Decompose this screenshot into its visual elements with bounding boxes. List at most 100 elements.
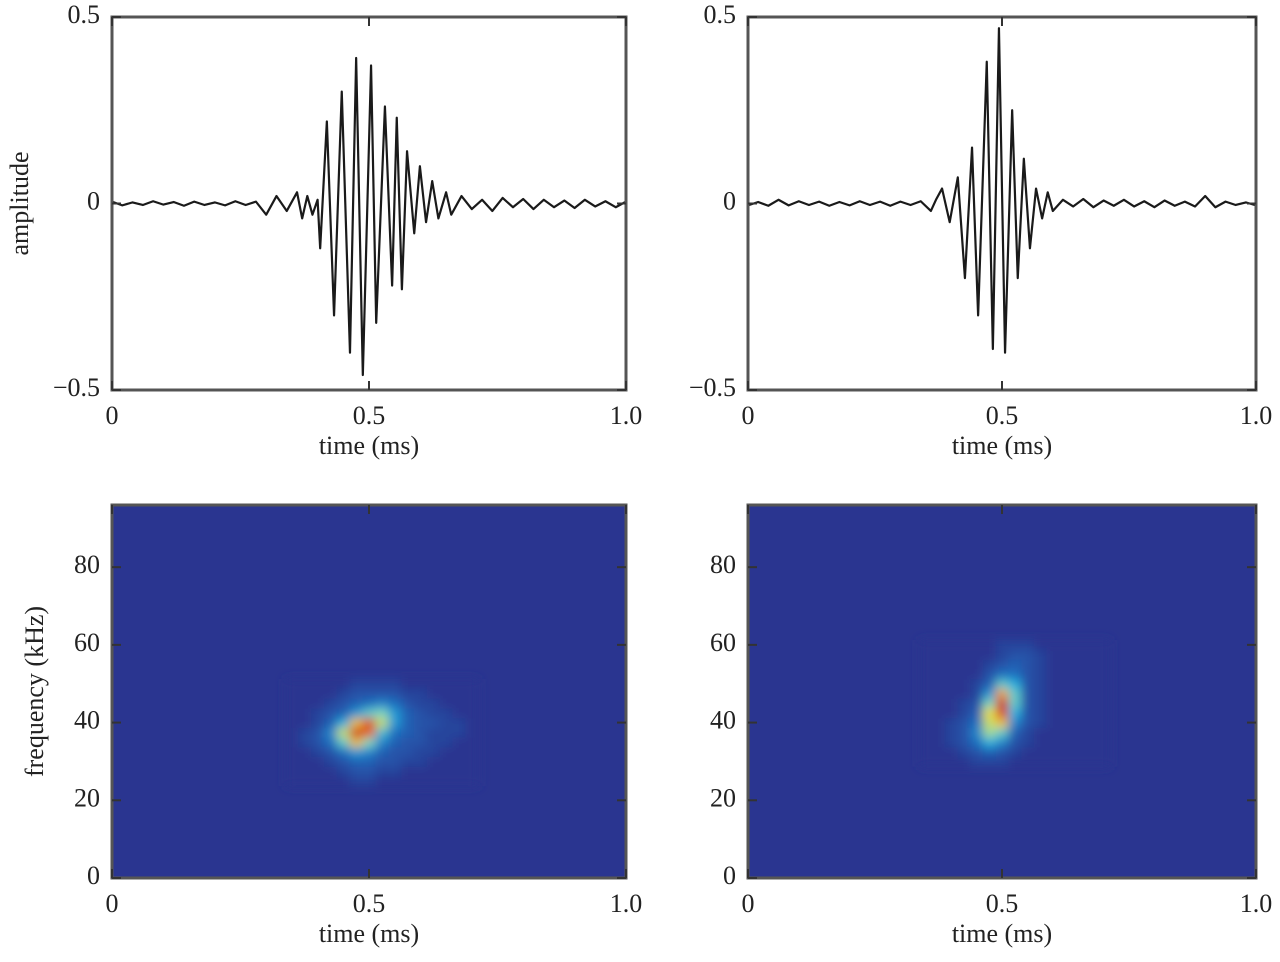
heatmap-cell xyxy=(919,698,933,709)
heatmap-cell xyxy=(919,688,933,699)
heatmap-cell xyxy=(1097,649,1111,660)
heatmap-cell xyxy=(1008,717,1022,728)
heatmap-cell xyxy=(982,717,997,728)
heatmap-cell xyxy=(336,698,351,709)
heatmap-cell xyxy=(1059,640,1073,651)
heatmap-cell xyxy=(1033,698,1047,709)
heatmap-cell xyxy=(1084,708,1098,719)
heatmap-cell xyxy=(311,746,325,758)
heatmap-cell xyxy=(1021,669,1035,680)
heatmap-cell xyxy=(1021,756,1035,767)
heatmap-cell xyxy=(388,727,402,738)
heatmap-cell xyxy=(362,746,376,758)
heatmap-cell xyxy=(1097,708,1111,719)
heatmap-cell xyxy=(995,698,1009,709)
heatmap-cell xyxy=(1084,688,1098,699)
heatmap-cell xyxy=(1084,678,1098,690)
heatmap-cell xyxy=(401,698,415,709)
heatmap-cell xyxy=(1097,678,1111,690)
heatmap-cell xyxy=(324,737,338,748)
heatmap-cell xyxy=(1071,727,1086,738)
heatmap-cell xyxy=(388,688,402,699)
heatmap-cell xyxy=(465,678,479,690)
heatmap-cell xyxy=(982,698,997,709)
heatmap-cell xyxy=(285,756,299,767)
heatmap-cell xyxy=(957,640,971,651)
heatmap-cell xyxy=(932,737,946,748)
heatmap-cell xyxy=(995,737,1009,748)
heatmap-cell xyxy=(995,678,1009,690)
heatmap-cell xyxy=(1046,649,1060,660)
heatmap-cell xyxy=(298,698,312,709)
heatmap-cell xyxy=(919,727,933,738)
heatmap-cell xyxy=(439,678,454,690)
heatmap-cell xyxy=(439,746,454,758)
heatmap-cell xyxy=(1021,659,1035,670)
x-tick-label: 0 xyxy=(106,889,119,918)
heatmap-cell xyxy=(311,678,325,690)
heatmap-cell xyxy=(1021,678,1035,690)
heatmap-cell xyxy=(336,737,351,748)
heatmap-cell xyxy=(1071,659,1086,670)
heatmap-cell xyxy=(1059,669,1073,680)
heatmap-cell xyxy=(336,776,351,787)
heatmap-cell xyxy=(1084,649,1098,660)
heatmap-cell xyxy=(413,688,428,699)
heatmap-cell xyxy=(426,737,441,748)
heatmap-cell xyxy=(388,737,402,748)
y-tick-label: 20 xyxy=(74,783,100,812)
heatmap-cell xyxy=(426,766,441,777)
heatmap-cell xyxy=(285,678,299,690)
heatmap-cell xyxy=(311,698,325,709)
heatmap-cell xyxy=(1008,727,1022,738)
heatmap-cell xyxy=(362,688,376,699)
heatmap-cell xyxy=(375,708,389,719)
heatmap-cell xyxy=(1033,659,1047,670)
heatmap-cell xyxy=(401,688,415,699)
heatmap-cell xyxy=(311,708,325,719)
heatmap-cell xyxy=(413,698,428,709)
y-tick-label: 0.5 xyxy=(68,0,101,29)
x-axis-label: time (ms) xyxy=(952,919,1052,948)
heatmap-cell xyxy=(375,698,389,709)
heatmap-cell xyxy=(1033,678,1047,690)
heatmap-cell xyxy=(1084,659,1098,670)
y-axis-label: frequency (kHz) xyxy=(20,606,49,777)
heatmap-cell xyxy=(375,737,389,748)
heatmap-cell xyxy=(970,640,984,651)
heatmap-cell xyxy=(919,640,933,651)
heatmap-cell xyxy=(1084,756,1098,767)
heatmap-cells xyxy=(919,640,1111,767)
y-tick-label: 80 xyxy=(74,550,100,579)
heatmap-cell xyxy=(401,776,415,787)
heatmap-cell xyxy=(465,708,479,719)
heatmap-cell xyxy=(982,756,997,767)
heatmap-cell xyxy=(970,708,984,719)
heatmap-cell xyxy=(1008,688,1022,699)
heatmap-cell xyxy=(1033,756,1047,767)
heatmap-cell xyxy=(919,659,933,670)
heatmap-cell xyxy=(1021,717,1035,728)
heatmap-cell xyxy=(1059,649,1073,660)
x-tick-label: 1.0 xyxy=(610,889,643,918)
heatmap-cell xyxy=(919,746,933,758)
heatmap-cell xyxy=(375,776,389,787)
heatmap-cell xyxy=(970,678,984,690)
y-tick-label: 0 xyxy=(723,186,736,215)
heatmap-cell xyxy=(439,727,454,738)
heatmap-cell xyxy=(426,756,441,767)
heatmap-cell xyxy=(1046,756,1060,767)
x-tick-label: 1.0 xyxy=(610,401,643,430)
heatmap-cell xyxy=(349,746,364,758)
heatmap-cell xyxy=(401,717,415,728)
heatmap-cell xyxy=(970,649,984,660)
heatmap-cell xyxy=(919,737,933,748)
heatmap-cell xyxy=(957,717,971,728)
heatmap-cell xyxy=(1008,756,1022,767)
heatmap-cell xyxy=(413,766,428,777)
heatmap-cell xyxy=(439,737,454,748)
heatmap-cell xyxy=(465,688,479,699)
heatmap-cell xyxy=(1059,737,1073,748)
heatmap-cell xyxy=(1059,678,1073,690)
